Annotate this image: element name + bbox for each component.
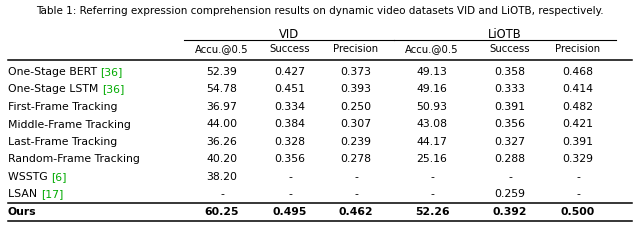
Text: -: - (354, 171, 358, 181)
Text: 0.327: 0.327 (495, 136, 525, 146)
Text: [36]: [36] (102, 84, 124, 94)
Text: 43.08: 43.08 (417, 119, 447, 129)
Text: 52.26: 52.26 (415, 206, 449, 216)
Text: 0.333: 0.333 (495, 84, 525, 94)
Text: 0.373: 0.373 (340, 67, 371, 77)
Text: LiOTB: LiOTB (488, 28, 522, 41)
Text: 40.20: 40.20 (207, 154, 237, 164)
Text: 49.16: 49.16 (417, 84, 447, 94)
Text: -: - (288, 189, 292, 199)
Text: 0.392: 0.392 (493, 206, 527, 216)
Text: 0.259: 0.259 (495, 189, 525, 199)
Text: 44.17: 44.17 (417, 136, 447, 146)
Text: 0.482: 0.482 (563, 101, 593, 112)
Text: 60.25: 60.25 (205, 206, 239, 216)
Text: 36.26: 36.26 (207, 136, 237, 146)
Text: 0.288: 0.288 (495, 154, 525, 164)
Text: Precision: Precision (333, 44, 379, 54)
Text: 0.358: 0.358 (495, 67, 525, 77)
Text: Middle-Frame Tracking: Middle-Frame Tracking (8, 119, 131, 129)
Text: WSSTG: WSSTG (8, 171, 51, 181)
Text: 49.13: 49.13 (417, 67, 447, 77)
Text: 0.384: 0.384 (275, 119, 305, 129)
Text: Random-Frame Tracking: Random-Frame Tracking (8, 154, 140, 164)
Text: 54.78: 54.78 (207, 84, 237, 94)
Text: 0.393: 0.393 (340, 84, 371, 94)
Text: 0.391: 0.391 (563, 136, 593, 146)
Text: 0.356: 0.356 (495, 119, 525, 129)
Text: 0.414: 0.414 (563, 84, 593, 94)
Text: -: - (576, 171, 580, 181)
Text: Table 1: Referring expression comprehension results on dynamic video datasets VI: Table 1: Referring expression comprehens… (36, 6, 604, 16)
Text: 25.16: 25.16 (417, 154, 447, 164)
Text: -: - (508, 171, 512, 181)
Text: Last-Frame Tracking: Last-Frame Tracking (8, 136, 117, 146)
Text: 52.39: 52.39 (207, 67, 237, 77)
Text: 36.97: 36.97 (207, 101, 237, 112)
Text: 0.328: 0.328 (275, 136, 305, 146)
Text: 0.427: 0.427 (275, 67, 305, 77)
Text: 0.278: 0.278 (340, 154, 371, 164)
Text: 0.451: 0.451 (275, 84, 305, 94)
Text: -: - (430, 189, 434, 199)
Text: 0.391: 0.391 (495, 101, 525, 112)
Text: 50.93: 50.93 (417, 101, 447, 112)
Text: 0.250: 0.250 (340, 101, 372, 112)
Text: 0.468: 0.468 (563, 67, 593, 77)
Text: -: - (430, 171, 434, 181)
Text: 0.462: 0.462 (339, 206, 373, 216)
Text: 0.307: 0.307 (340, 119, 372, 129)
Text: One-Stage LSTM: One-Stage LSTM (8, 84, 102, 94)
Text: 38.20: 38.20 (207, 171, 237, 181)
Text: 0.421: 0.421 (563, 119, 593, 129)
Text: Success: Success (269, 44, 310, 54)
Text: Accu.@0.5: Accu.@0.5 (195, 44, 249, 54)
Text: 44.00: 44.00 (207, 119, 237, 129)
Text: 0.334: 0.334 (275, 101, 305, 112)
Text: 0.239: 0.239 (340, 136, 371, 146)
Text: VID: VID (279, 28, 299, 41)
Text: 0.329: 0.329 (563, 154, 593, 164)
Text: Precision: Precision (556, 44, 600, 54)
Text: -: - (288, 171, 292, 181)
Text: Success: Success (490, 44, 531, 54)
Text: One-Stage BERT: One-Stage BERT (8, 67, 100, 77)
Text: Ours: Ours (8, 206, 36, 216)
Text: 0.495: 0.495 (273, 206, 307, 216)
Text: 0.500: 0.500 (561, 206, 595, 216)
Text: Accu.@0.5: Accu.@0.5 (405, 44, 459, 54)
Text: First-Frame Tracking: First-Frame Tracking (8, 101, 118, 112)
Text: [17]: [17] (40, 189, 63, 199)
Text: [6]: [6] (51, 171, 67, 181)
Text: -: - (576, 189, 580, 199)
Text: 0.356: 0.356 (275, 154, 305, 164)
Text: -: - (220, 189, 224, 199)
Text: LSAN: LSAN (8, 189, 40, 199)
Text: -: - (354, 189, 358, 199)
Text: [36]: [36] (100, 67, 123, 77)
